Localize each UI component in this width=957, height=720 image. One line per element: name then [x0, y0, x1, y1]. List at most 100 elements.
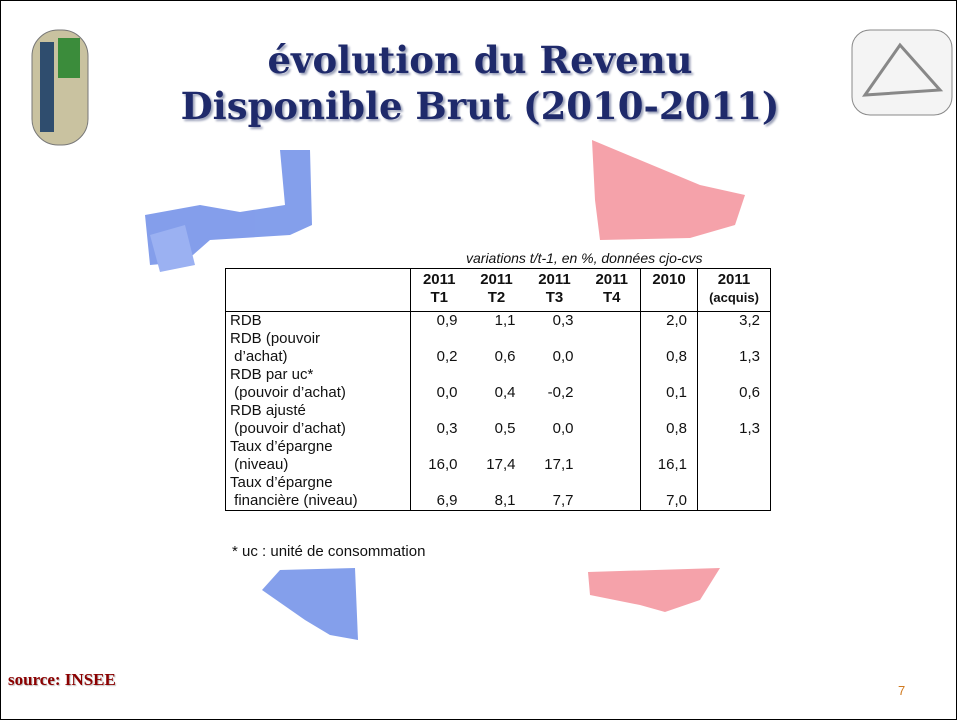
row-label: Taux d’épargne (niveau) — [226, 438, 411, 474]
value-cell — [584, 474, 641, 511]
header-text: 2011 — [538, 271, 571, 288]
title-line: Disponible Brut (2010-2011) — [140, 84, 820, 128]
value-cell — [584, 402, 641, 438]
cell-value: 0,9 — [437, 312, 458, 329]
cell-value: 6,9 — [437, 492, 458, 509]
header-text: T2 — [488, 289, 506, 306]
row-label-text: RDB — [230, 312, 262, 329]
table-row: RDB ajusté (pouvoir d’achat) 0,3 0,5 0,0 0,8… — [226, 402, 771, 438]
value-cell: 0,3 — [411, 402, 468, 438]
value-cell: 2,0 — [641, 312, 698, 331]
title-line: évolution du Revenu — [140, 38, 820, 82]
cell-value: 2,0 — [666, 312, 687, 329]
value-cell — [584, 330, 641, 366]
header-cell: 2010 — [641, 269, 698, 312]
blue-arrow-bottom — [262, 568, 358, 640]
header-text: (acquis) — [709, 290, 759, 305]
value-cell — [698, 474, 771, 511]
table-row: RDB 0,9 1,1 0,3 2,0 3,2 — [226, 312, 771, 331]
row-label-text: (pouvoir d’achat) — [230, 384, 346, 401]
footnote: * uc : unité de consommation — [232, 543, 425, 560]
cell-value: 1,3 — [739, 420, 760, 437]
slide: évolution du Revenu Disponible Brut (201… — [0, 0, 957, 720]
header-cell — [226, 269, 411, 312]
header-text: T3 — [546, 289, 564, 306]
row-label-text: d’achat) — [230, 348, 288, 365]
header-text: 2011 — [595, 271, 628, 288]
value-cell: 0,9 — [411, 312, 468, 331]
row-label-text: RDB par uc* — [230, 366, 313, 383]
right-logo — [852, 30, 952, 115]
row-label: RDB — [226, 312, 411, 331]
cell-value: 8,1 — [495, 492, 516, 509]
value-cell — [584, 366, 641, 402]
value-cell: 3,2 — [698, 312, 771, 331]
row-label-text: (niveau) — [230, 456, 288, 473]
header-text: 2011 — [423, 271, 456, 288]
cell-value: 1,1 — [495, 312, 516, 329]
row-label-text: Taux d’épargne — [230, 438, 333, 455]
row-label-text: (pouvoir d’achat) — [230, 420, 346, 437]
row-label-text: Taux d’épargne — [230, 474, 333, 491]
value-cell: 0,5 — [468, 402, 526, 438]
value-cell: 17,1 — [526, 438, 584, 474]
value-cell: 0,6 — [698, 366, 771, 402]
header-text: 2010 — [652, 271, 685, 288]
table-caption: variations t/t-1, en %, données cjo-cvs — [466, 250, 703, 266]
pink-arrow-bottom — [588, 568, 720, 612]
table-row: Taux d’épargne (niveau) 16,0 17,4 17,1 16,1 — [226, 438, 771, 474]
value-cell: 16,1 — [641, 438, 698, 474]
row-label: Taux d’épargne financière (niveau) — [226, 474, 411, 511]
value-cell: 1,1 — [468, 312, 526, 331]
cell-value: 1,3 — [739, 348, 760, 365]
row-label: RDB ajusté (pouvoir d’achat) — [226, 402, 411, 438]
cell-value: 16,0 — [428, 456, 457, 473]
cell-value: 0,4 — [495, 384, 516, 401]
value-cell: 0,8 — [641, 402, 698, 438]
value-cell: 7,0 — [641, 474, 698, 511]
pink-arrow-top — [592, 140, 745, 240]
value-cell — [584, 312, 641, 331]
row-label: RDB par uc* (pouvoir d’achat) — [226, 366, 411, 402]
cell-value: 0,1 — [666, 384, 687, 401]
header-text: 2011 — [480, 271, 513, 288]
page-number: 7 — [898, 683, 905, 698]
cell-value: 7,0 — [666, 492, 687, 509]
cell-value: 0,6 — [739, 384, 760, 401]
cell-value: -0,2 — [548, 384, 574, 401]
cell-value: 0,2 — [437, 348, 458, 365]
source: source: INSEE — [8, 670, 116, 690]
cell-value: 17,1 — [544, 456, 573, 473]
row-label: RDB (pouvoir d’achat) — [226, 330, 411, 366]
value-cell: 1,3 — [698, 330, 771, 366]
cell-value: 0,0 — [553, 420, 574, 437]
cell-value: 0,0 — [553, 348, 574, 365]
value-cell: 0,8 — [641, 330, 698, 366]
header-text: T4 — [603, 289, 621, 306]
value-cell: 1,3 — [698, 402, 771, 438]
value-cell: 0,0 — [526, 330, 584, 366]
cell-value: 3,2 — [739, 312, 760, 329]
value-cell: 17,4 — [468, 438, 526, 474]
cell-value: 17,4 — [486, 456, 515, 473]
cell-value: 0,3 — [437, 420, 458, 437]
cell-value: 0,0 — [437, 384, 458, 401]
value-cell — [698, 438, 771, 474]
value-cell: 0,2 — [411, 330, 468, 366]
table-row: RDB par uc* (pouvoir d’achat) 0,0 0,4 -0,2 0… — [226, 366, 771, 402]
cell-value: 0,8 — [666, 348, 687, 365]
cell-value: 0,5 — [495, 420, 516, 437]
value-cell: -0,2 — [526, 366, 584, 402]
value-cell — [584, 438, 641, 474]
value-cell: 0,0 — [526, 402, 584, 438]
header-text: T1 — [430, 289, 448, 306]
value-cell: 16,0 — [411, 438, 468, 474]
cell-value: 0,3 — [553, 312, 574, 329]
value-cell: 7,7 — [526, 474, 584, 511]
